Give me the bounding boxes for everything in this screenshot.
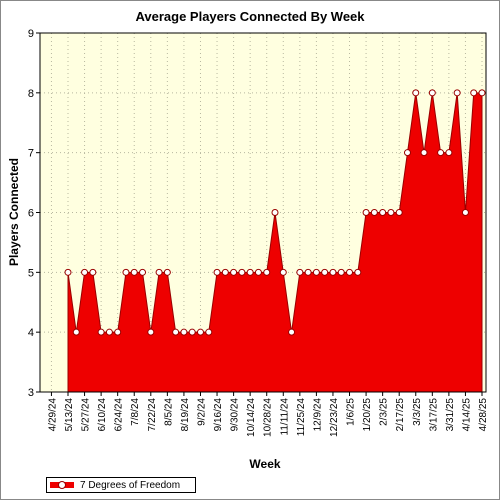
x-tick-label: 4/29/24 [47,398,58,432]
x-tick-label: 3/17/25 [428,398,439,432]
data-point [105,328,113,336]
data-point [139,268,147,276]
x-tick-label: 11/25/24 [296,398,307,437]
x-tick-label: 5/13/24 [64,398,75,432]
x-tick-label: 6/24/24 [114,398,125,432]
data-point [72,328,80,336]
data-point [470,89,478,97]
y-tick-label: 9 [28,28,34,40]
x-tick-label: 4/14/25 [461,398,472,432]
y-tick-label: 8 [28,88,34,100]
data-point [437,149,445,157]
x-tick-label: 3/31/25 [445,398,456,432]
data-point [163,268,171,276]
x-tick-label: 8/19/24 [180,398,191,432]
x-tick-label: 9/2/24 [196,398,207,426]
y-tick-label: 3 [28,387,34,399]
y-tick-label: 6 [28,208,34,220]
y-tick-label: 4 [28,327,34,339]
data-point [81,268,89,276]
data-point [155,268,163,276]
axes: 3 4 5 6 7 8 9 4/29/24 5/13/24 5/27/24 6/10/24 6/24/… [28,28,489,437]
legend: 7 Degrees of Freedom [46,477,196,493]
data-point [304,268,312,276]
data-point [288,328,296,336]
data-point [147,328,155,336]
x-tick-label: 4/28/25 [478,398,489,432]
data-point [97,328,105,336]
data-point [362,209,370,216]
y-tick-label: 5 [28,267,34,279]
chart-title: Average Players Connected By Week [135,9,365,24]
data-point [321,268,329,276]
data-point [453,89,461,97]
data-point [461,209,469,216]
x-tick-label: 2/17/25 [395,398,406,432]
data-point [337,268,345,276]
data-point [412,89,420,97]
x-tick-label: 10/14/24 [246,398,257,437]
data-point [263,268,271,276]
x-tick-label: 1/6/25 [346,398,357,426]
data-point [329,268,337,276]
legend-swatch-icon [50,480,74,490]
x-tick-label: 8/5/24 [163,398,174,426]
data-point [354,268,362,276]
data-point [246,268,254,276]
x-tick-label: 9/16/24 [213,398,224,432]
data-point [205,328,213,336]
data-point [478,89,486,97]
x-tick-label: 11/11/24 [279,398,290,436]
data-point [64,268,72,276]
x-tick-label: 2/3/25 [379,398,390,426]
data-point [180,328,188,336]
data-point [188,328,196,336]
data-points [64,89,486,336]
data-point [379,209,387,216]
data-point [420,149,428,157]
data-point [196,328,204,336]
x-tick-label: 9/30/24 [230,398,241,432]
data-point [130,268,138,276]
data-point [312,268,320,276]
data-point [114,328,122,336]
y-axis-label: Players Connected [7,157,21,267]
data-point [279,268,287,276]
x-tick-label: 3/3/25 [412,398,423,426]
x-axis-label: Week [249,457,281,471]
data-point [387,209,395,216]
data-point [445,149,453,157]
data-point [271,209,279,216]
x-tick-label: 12/23/24 [329,398,340,437]
x-tick-label: 5/27/24 [81,398,92,432]
data-point [428,89,436,97]
data-point [213,268,221,276]
data-point [221,268,229,276]
data-point [296,268,304,276]
legend-entry-label: 7 Degrees of Freedom [80,479,181,491]
data-point [238,268,246,276]
plot-frame [39,32,487,393]
x-tick-label: 7/8/24 [130,398,141,426]
data-point [370,209,378,216]
x-tick-label: 1/20/25 [362,398,373,432]
data-point [89,268,97,276]
x-tick-label: 12/9/24 [312,398,323,432]
x-tick-label: 7/22/24 [147,398,158,432]
data-point [172,328,180,336]
x-tick-label: 10/28/24 [263,398,274,437]
data-point [403,149,411,157]
data-point [395,209,403,216]
data-point [122,268,130,276]
x-tick-label: 6/10/24 [97,398,108,432]
data-point [254,268,262,276]
data-point [230,268,238,276]
y-tick-label: 7 [28,148,34,160]
data-point [346,268,354,276]
